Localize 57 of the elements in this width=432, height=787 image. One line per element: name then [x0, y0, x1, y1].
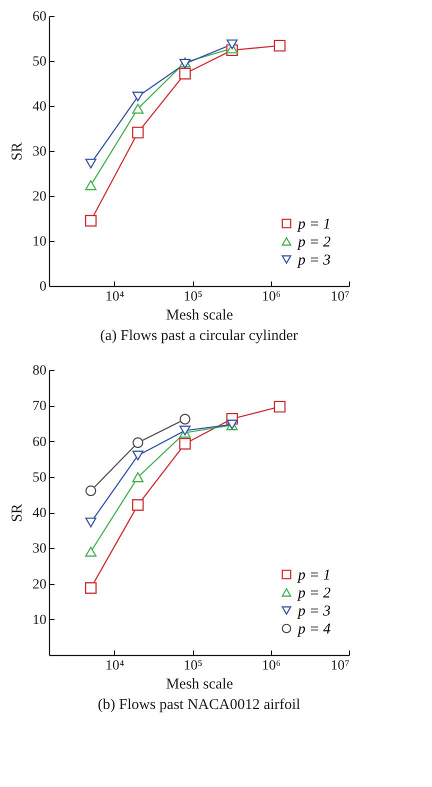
- text: (a) Flows past a circular cylinder: [100, 328, 298, 344]
- point: [84, 214, 97, 227]
- point: [226, 39, 238, 50]
- point: [132, 92, 144, 102]
- point: [132, 472, 144, 482]
- point: [85, 158, 96, 168]
- legend-label: p = 3: [297, 252, 331, 268]
- point: [85, 180, 97, 190]
- y-tick-label: 20: [32, 577, 46, 592]
- y-tick-label: 50: [32, 54, 46, 70]
- legend-label: p = 1: [297, 568, 331, 584]
- y-tick-label: 50: [32, 470, 46, 486]
- point: [274, 400, 286, 413]
- legend-label: p = 4: [297, 622, 332, 638]
- x-tick-label: 10⁶: [262, 658, 281, 674]
- point: [180, 414, 190, 425]
- x-tick-label: 10⁷: [330, 290, 350, 304]
- text: (b) Flows past NACA0012 airfoil: [98, 697, 300, 713]
- y-tick-label: 40: [32, 100, 46, 114]
- point: [132, 126, 144, 138]
- y-tick-label: 10: [32, 612, 46, 628]
- point: [179, 68, 191, 80]
- x-tick-label: 10⁶: [262, 290, 281, 304]
- y-tick-label: 30: [32, 144, 46, 160]
- legend-label: p = 1: [297, 216, 331, 232]
- point: [274, 40, 286, 52]
- point: [84, 582, 97, 594]
- point: [132, 437, 144, 448]
- y-tick-label: 0: [40, 280, 46, 294]
- x-axis-title: Mesh scale: [166, 676, 234, 692]
- y-tick-label: 80: [32, 364, 46, 378]
- y-tick-label: 30: [32, 542, 46, 557]
- y-tick-label: 40: [32, 506, 46, 521]
- x-tick-label: 10⁵: [184, 658, 203, 674]
- point: [85, 485, 96, 496]
- point: [179, 426, 191, 436]
- legend-label: p = 2: [297, 586, 332, 602]
- point: [85, 518, 96, 528]
- point: [85, 546, 97, 557]
- y-tick-label: 60: [32, 10, 46, 24]
- point: [179, 438, 191, 450]
- x-tick-label: 10⁵: [184, 290, 203, 304]
- y-tick-label: 10: [32, 234, 46, 250]
- x-tick-label: 10⁴: [105, 658, 124, 674]
- point: [132, 104, 144, 114]
- point: [132, 450, 144, 460]
- x-tick-label: 10⁴: [105, 290, 124, 304]
- y-axis-title: SR: [10, 142, 26, 161]
- x-tick-label: 10⁷: [330, 658, 350, 674]
- x-axis-title: Mesh scale: [166, 308, 234, 324]
- legend-label: p = 2: [297, 234, 332, 250]
- y-tick-label: 70: [32, 399, 46, 414]
- legend-label: p = 3: [297, 604, 331, 620]
- point: [132, 499, 144, 511]
- y-tick-label: 20: [32, 190, 46, 204]
- y-axis-title: SR: [10, 504, 26, 522]
- y-tick-label: 60: [32, 434, 46, 450]
